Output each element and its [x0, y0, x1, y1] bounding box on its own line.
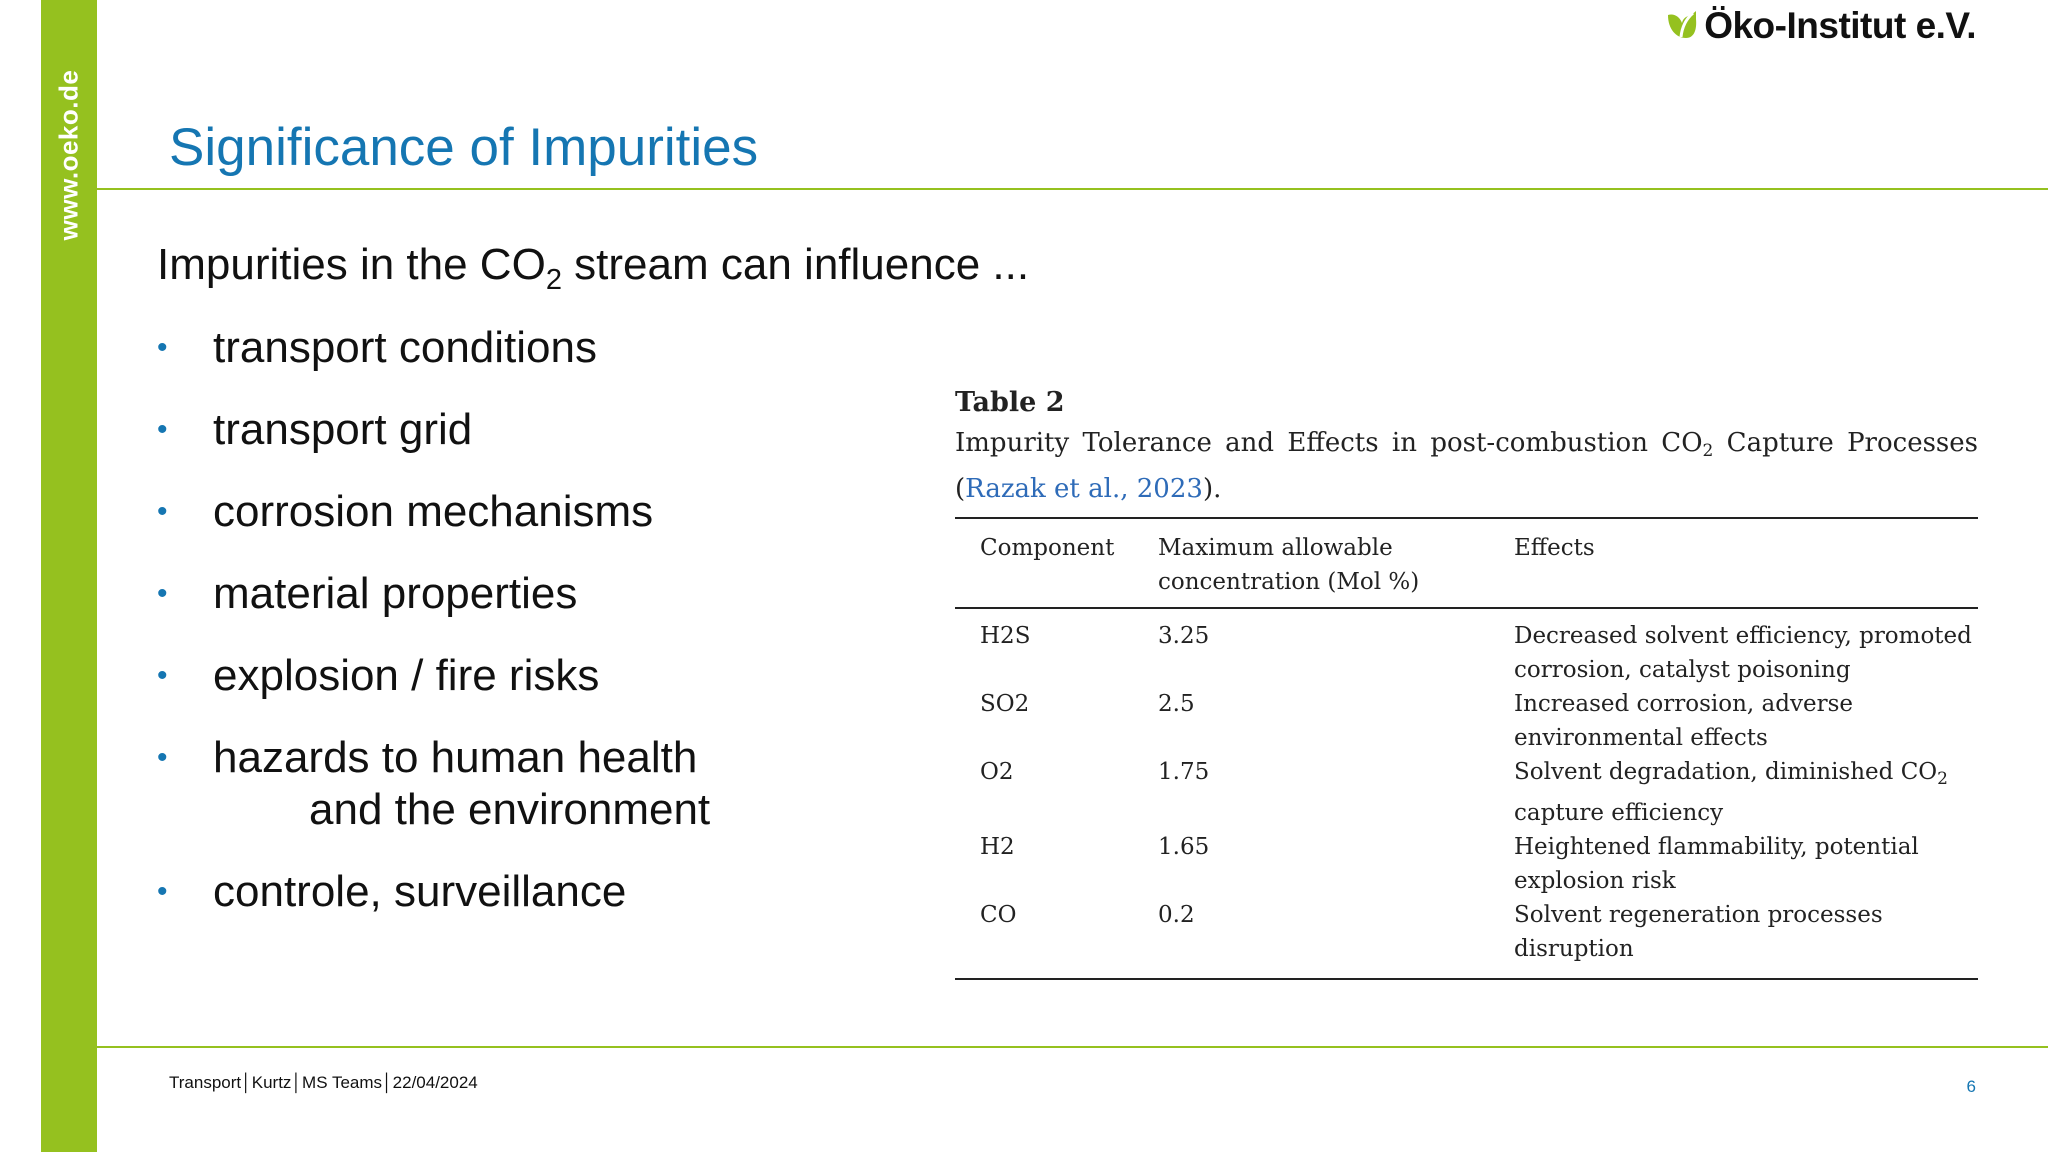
- table-row: H2 1.65 Heightened flammability, potenti…: [955, 830, 1978, 898]
- page-title: Significance of Impurities: [169, 118, 759, 177]
- table-row: SO2 2.5 Increased corrosion, adverse env…: [955, 687, 1978, 755]
- list-item: • corrosion mechanisms: [157, 487, 654, 536]
- bullet-list: • transport conditions • transport grid • c…: [157, 322, 710, 948]
- logo-text: Öko-Institut e.V.: [1704, 5, 1976, 46]
- bullet-icon: •: [157, 577, 168, 610]
- sidebar-url: www.oeko.de: [53, 69, 84, 241]
- cell-effects: Solvent regeneration processes disruptio…: [1514, 902, 1883, 962]
- list-item: • hazards to human health and the environm…: [157, 733, 711, 834]
- bullet-icon: •: [157, 741, 168, 774]
- cell-max: 1.65: [1158, 834, 1210, 860]
- cell-effects: Increased corrosion, adverse environment…: [1514, 691, 1854, 751]
- cell-component: O2: [980, 759, 1014, 785]
- page-number: 6: [1966, 1077, 1976, 1096]
- table-reference: (Razak et al., 2023).: [955, 474, 1222, 504]
- table-row: CO 0.2 Solvent regeneration processes di…: [955, 898, 1978, 979]
- table-row: O2 1.75 Solvent degradation, diminished …: [955, 755, 1978, 830]
- impurity-table-figure: Table 2 Impurity Tolerance and Effects i…: [955, 386, 1978, 980]
- cell-component: H2S: [980, 623, 1031, 649]
- cell-component: SO2: [980, 691, 1030, 717]
- bullet-icon: •: [157, 659, 168, 692]
- footer-divider: [97, 1046, 2048, 1048]
- table-header-row: Component Maximum allowable concentratio…: [955, 518, 1978, 609]
- table-label: Table 2: [955, 387, 1065, 418]
- cell-effects: Solvent degradation, diminished CO2 capt…: [1514, 759, 1948, 826]
- header-effects: Effects: [1514, 518, 1978, 609]
- table-row: H2S 3.25 Decreased solvent efficiency, p…: [955, 608, 1978, 687]
- list-item: • material properties: [157, 569, 578, 618]
- list-item: • controle, surveillance: [157, 867, 627, 916]
- footer-text: Transport│Kurtz│MS Teams│22/04/2024: [169, 1073, 478, 1092]
- list-item: • transport grid: [157, 405, 473, 454]
- sidebar-bar: [41, 0, 97, 1152]
- cell-max: 1.75: [1158, 759, 1210, 785]
- cell-effects: Heightened flammability, potential explo…: [1514, 834, 1919, 894]
- cell-max: 2.5: [1158, 691, 1195, 717]
- cell-max: 3.25: [1158, 623, 1210, 649]
- reference-link[interactable]: Razak et al., 2023: [965, 474, 1203, 504]
- logo: Öko-Institut e.V.: [1664, 4, 1976, 48]
- list-item: • explosion / fire risks: [157, 651, 600, 700]
- intro-text: Impurities in the CO2 stream can influen…: [157, 240, 1030, 296]
- header-divider: [97, 188, 2048, 190]
- cell-component: H2: [980, 834, 1015, 860]
- cell-max: 0.2: [1158, 902, 1195, 928]
- header-component: Component: [955, 518, 1158, 609]
- impurity-table: Component Maximum allowable concentratio…: [955, 517, 1978, 980]
- cell-effects: Decreased solvent efficiency, promoted c…: [1514, 623, 1972, 683]
- leaf-icon: [1664, 7, 1698, 46]
- header-max-concentration: Maximum allowable concentration (Mol %): [1158, 518, 1514, 609]
- table-caption: Impurity Tolerance and Effects in post-c…: [955, 428, 1979, 461]
- bullet-icon: •: [157, 413, 168, 446]
- bullet-icon: •: [157, 495, 168, 528]
- bullet-icon: •: [157, 875, 168, 908]
- cell-component: CO: [980, 902, 1017, 928]
- list-item: • transport conditions: [157, 323, 597, 372]
- bullet-icon: •: [157, 331, 168, 364]
